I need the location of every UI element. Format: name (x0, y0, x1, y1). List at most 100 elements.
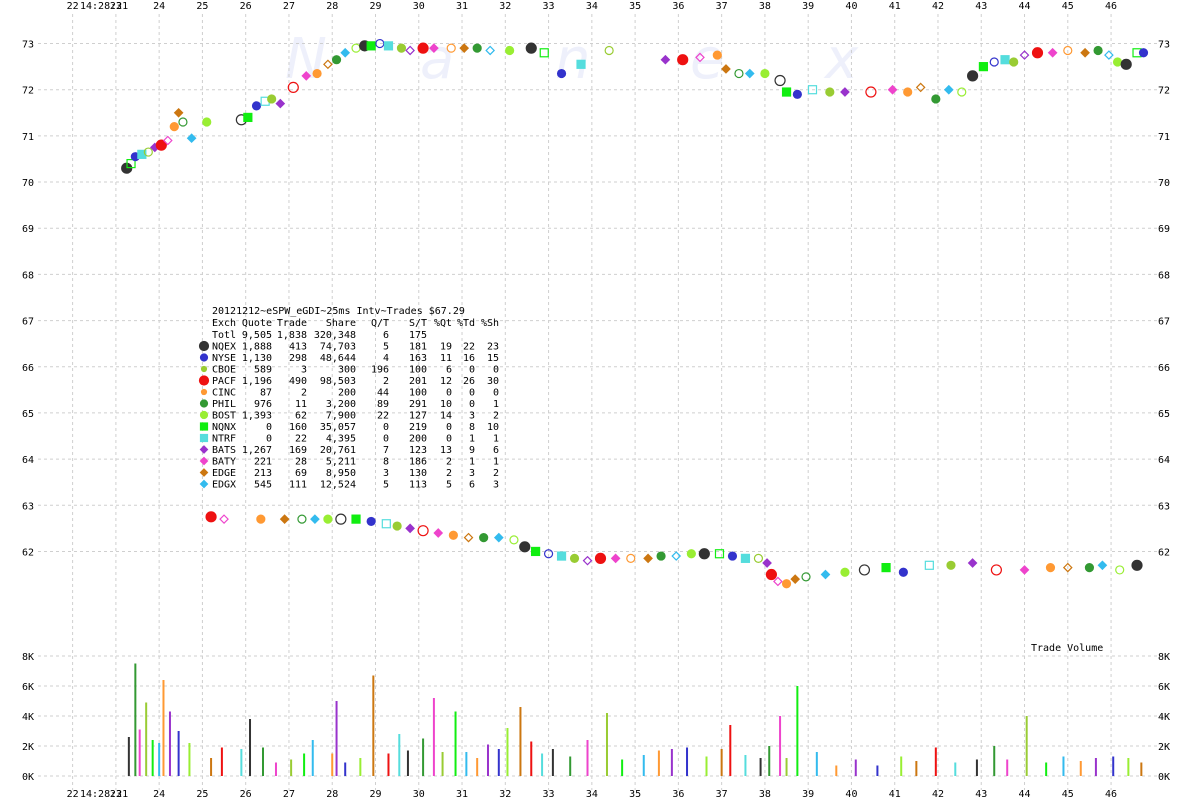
table-cell-share: 20,761 (320, 445, 356, 456)
trade-point (463, 532, 474, 543)
table-cell-psh: 1 (493, 399, 499, 410)
trade-point (312, 68, 322, 79)
volume-bar (835, 765, 838, 776)
trade-point (543, 549, 554, 559)
x-tick-label-top: 35 (629, 1, 641, 12)
y-tick-label-left: 62 (22, 547, 34, 558)
trade-point (677, 54, 689, 66)
volume-bar (177, 731, 180, 776)
table-cell-exch: EDGE (212, 468, 236, 479)
x-tick-label-bottom: 43 (975, 789, 987, 800)
trade-point (656, 551, 666, 561)
x-tick-label-top: 31 (456, 1, 468, 12)
table-cell-st: 186 (409, 457, 427, 468)
table-cell-trade: 2 (301, 388, 307, 399)
table-cell-exch: PACF (212, 376, 236, 387)
volume-bar (934, 747, 937, 776)
volume-bar (815, 752, 818, 776)
volume-bar (162, 680, 165, 776)
time-start-label-top: 14:28:21 (80, 1, 128, 12)
trade-point (275, 98, 286, 109)
trade-point (610, 553, 621, 564)
volume-bar (422, 738, 425, 776)
trade-point (331, 55, 342, 65)
x-tick-label-top: 41 (889, 1, 901, 12)
trade-point (173, 107, 184, 118)
y-tick-label-right: 66 (1158, 363, 1170, 374)
volume-bar (398, 734, 401, 776)
y-tick-label-right: 72 (1158, 86, 1170, 97)
volume-bar (158, 743, 161, 776)
trade-point (186, 133, 197, 144)
trade-point (931, 94, 941, 104)
volume-tick-label-left: 4K (22, 712, 34, 723)
table-cell-trade: 69 (295, 468, 307, 479)
trade-point (943, 84, 954, 95)
x-tick-label-top: 26 (240, 1, 252, 12)
trade-point (1000, 55, 1010, 65)
trade-point (1062, 562, 1073, 573)
legend-marker-nqnx (199, 422, 209, 431)
x-tick-label-bottom: 42 (932, 789, 944, 800)
legend-marker-ntrf (199, 433, 209, 443)
y-tick-label-right: 67 (1158, 317, 1170, 328)
trade-point (205, 511, 217, 523)
volume-bar (993, 746, 996, 776)
trade-point (695, 52, 705, 63)
trade-point (279, 514, 290, 524)
x-tick-label-top: 22 (67, 1, 79, 12)
volume-bar (454, 711, 457, 776)
trade-point (698, 548, 710, 560)
x-tick-label-top: 34 (586, 1, 598, 12)
table-cell-share: 48,644 (320, 353, 356, 364)
volume-bar (605, 713, 608, 776)
table-cell-trade: 22 (295, 434, 307, 445)
table-header-trade: Trade (277, 318, 307, 329)
trade-point (989, 57, 999, 67)
table-cell-ptd: 9 (469, 445, 475, 456)
table-cell-qt: 44 (377, 388, 389, 399)
volume-bar (759, 758, 762, 776)
volume-bar (372, 675, 375, 776)
table-cell-quote: 87 (260, 388, 272, 399)
table-cell-st: 130 (409, 468, 427, 479)
table-cell-ptd: 26 (463, 376, 475, 387)
volume-bar (569, 756, 572, 776)
table-cell-qt: 5 (383, 480, 389, 491)
trade-point (1080, 47, 1090, 58)
volume-bar (642, 755, 645, 776)
table-cell-pqt: 0 (446, 422, 452, 433)
trade-point (881, 563, 891, 573)
table-cell-trade: 11 (295, 399, 307, 410)
legend-marker-nqex (198, 340, 210, 352)
trade-point (714, 549, 725, 559)
table-cell-share: 12,524 (320, 480, 356, 491)
volume-tick-label-right: 8K (1158, 652, 1170, 663)
table-cell-pqt: 0 (446, 434, 452, 445)
trade-point (366, 41, 376, 51)
x-tick-label-bottom: 26 (240, 789, 252, 800)
volume-bar (670, 749, 673, 776)
trade-point (169, 122, 179, 132)
watermark-letter: n (555, 27, 591, 92)
table-cell-exch: NYSE (212, 353, 236, 364)
table-cell-psh: 1 (493, 457, 499, 468)
trade-point (753, 553, 764, 563)
volume-bar (586, 740, 589, 776)
table-cell-ptd: 0 (469, 399, 475, 410)
y-tick-label-right: 62 (1158, 547, 1170, 558)
legend-marker-cinc (200, 388, 208, 396)
trade-point (505, 45, 515, 56)
trade-point (762, 558, 772, 568)
x-tick-label-top: 33 (543, 1, 555, 12)
trade-point (493, 532, 504, 543)
x-tick-label-top: 27 (283, 1, 295, 12)
trade-point (448, 530, 458, 540)
table-header-sh: %Sh (481, 318, 499, 329)
trade-point (1009, 57, 1019, 67)
table-cell-psh: 6 (493, 445, 499, 456)
x-tick-label-bottom: 27 (283, 789, 295, 800)
trade-point (1093, 45, 1103, 56)
trade-point (1115, 565, 1125, 575)
